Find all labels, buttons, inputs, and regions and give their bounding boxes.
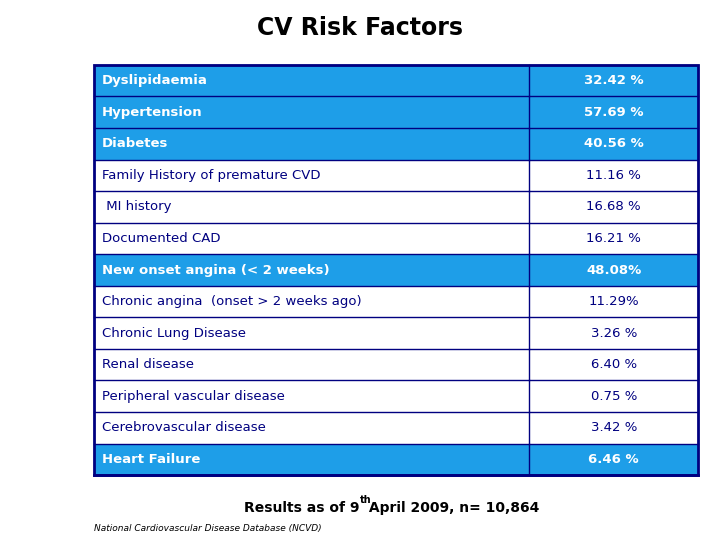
FancyBboxPatch shape — [94, 159, 698, 191]
Text: MI history: MI history — [102, 200, 172, 213]
FancyBboxPatch shape — [94, 65, 698, 96]
Text: National Cardiovascular Disease Database (NCVD): National Cardiovascular Disease Database… — [94, 524, 321, 533]
Text: 57.69 %: 57.69 % — [584, 106, 644, 119]
Text: 40.56 %: 40.56 % — [584, 137, 644, 150]
Text: 0.75 %: 0.75 % — [590, 390, 637, 403]
Text: 32.42 %: 32.42 % — [584, 74, 644, 87]
Text: Chronic Lung Disease: Chronic Lung Disease — [102, 327, 246, 340]
Text: Results as of 9: Results as of 9 — [245, 501, 360, 515]
FancyBboxPatch shape — [94, 96, 698, 128]
Text: 11.16 %: 11.16 % — [586, 169, 642, 182]
Text: New onset angina (< 2 weeks): New onset angina (< 2 weeks) — [102, 264, 330, 276]
FancyBboxPatch shape — [94, 191, 698, 222]
Text: 3.42 %: 3.42 % — [590, 421, 637, 434]
Text: 11.29%: 11.29% — [588, 295, 639, 308]
FancyBboxPatch shape — [94, 318, 698, 349]
Text: Diabetes: Diabetes — [102, 137, 168, 150]
Text: Chronic angina  (onset > 2 weeks ago): Chronic angina (onset > 2 weeks ago) — [102, 295, 362, 308]
FancyBboxPatch shape — [94, 254, 698, 286]
FancyBboxPatch shape — [94, 349, 698, 381]
FancyBboxPatch shape — [94, 412, 698, 444]
Text: April 2009, n= 10,864: April 2009, n= 10,864 — [364, 501, 539, 515]
Text: 6.46 %: 6.46 % — [588, 453, 639, 466]
Text: Heart Failure: Heart Failure — [102, 453, 201, 466]
FancyBboxPatch shape — [94, 381, 698, 412]
Text: 3.26 %: 3.26 % — [590, 327, 637, 340]
Text: Dyslipidaemia: Dyslipidaemia — [102, 74, 208, 87]
FancyBboxPatch shape — [94, 222, 698, 254]
Text: 48.08%: 48.08% — [586, 264, 642, 276]
Text: Renal disease: Renal disease — [102, 358, 194, 371]
Text: Peripheral vascular disease: Peripheral vascular disease — [102, 390, 285, 403]
FancyBboxPatch shape — [94, 286, 698, 318]
Text: Cerebrovascular disease: Cerebrovascular disease — [102, 421, 266, 434]
FancyBboxPatch shape — [94, 128, 698, 159]
Text: Family History of premature CVD: Family History of premature CVD — [102, 169, 320, 182]
Text: 6.40 %: 6.40 % — [590, 358, 636, 371]
Text: CV Risk Factors: CV Risk Factors — [257, 16, 463, 40]
Text: 16.21 %: 16.21 % — [586, 232, 642, 245]
FancyBboxPatch shape — [94, 444, 698, 475]
Text: 16.68 %: 16.68 % — [586, 200, 641, 213]
Text: Hypertension: Hypertension — [102, 106, 203, 119]
Text: Documented CAD: Documented CAD — [102, 232, 221, 245]
Text: th: th — [360, 495, 372, 505]
